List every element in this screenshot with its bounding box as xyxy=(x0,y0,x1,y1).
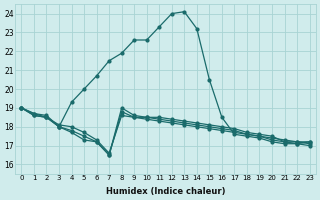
X-axis label: Humidex (Indice chaleur): Humidex (Indice chaleur) xyxy=(106,187,225,196)
